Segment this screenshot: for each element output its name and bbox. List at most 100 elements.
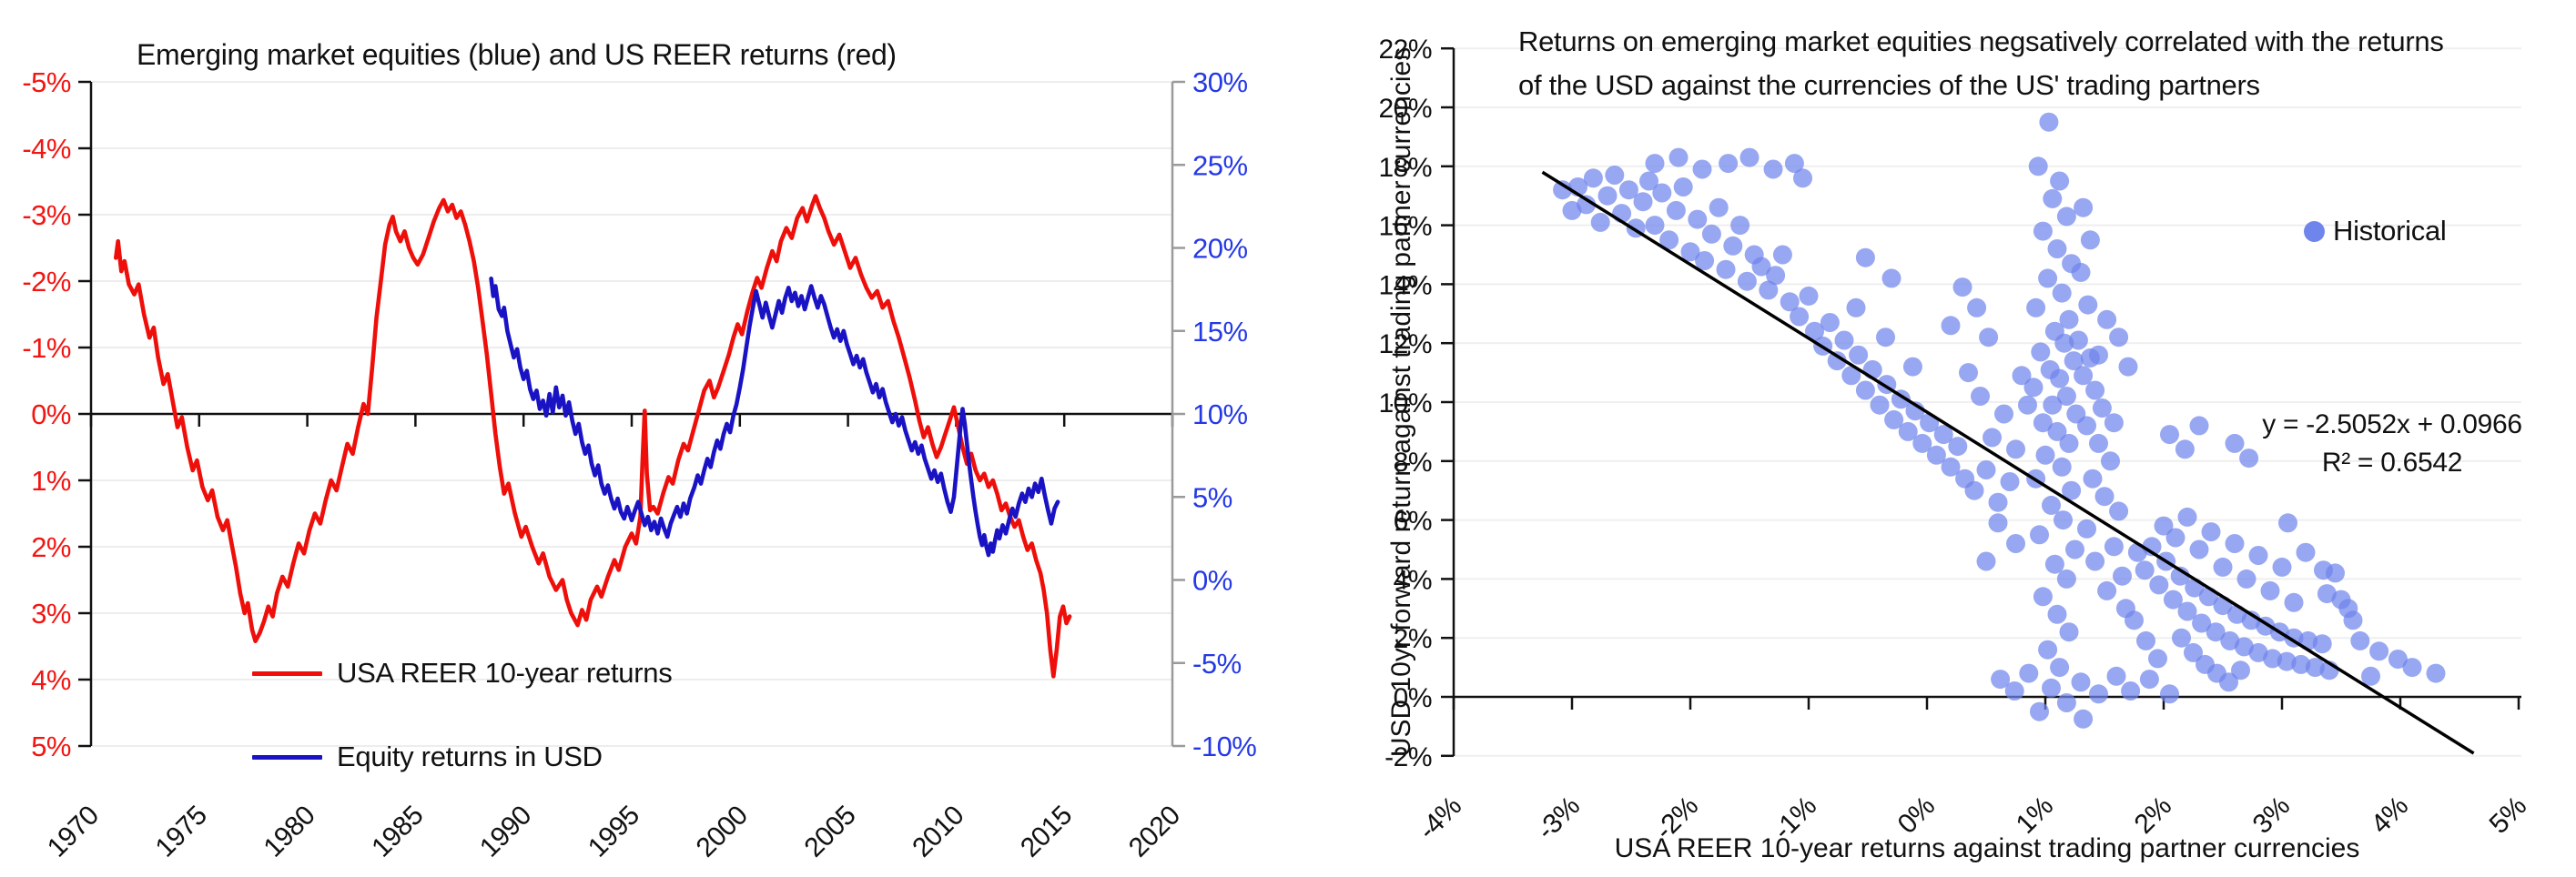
left-y-tick-label: 0%	[31, 398, 71, 430]
scatter-point	[2080, 230, 2100, 250]
x-tick-label: 1990	[474, 801, 537, 863]
scatter-y-tick-label: 10%	[1378, 388, 1432, 418]
scatter-point	[2047, 239, 2067, 258]
x-tick-label: 1995	[583, 801, 645, 863]
left-y-tick-label: 1%	[31, 465, 71, 497]
scatter-point	[2056, 569, 2076, 589]
scatter-point	[1701, 224, 1721, 244]
scatter-point	[1979, 328, 1999, 348]
scatter-point	[1737, 271, 1757, 291]
scatter-point	[2089, 345, 2108, 365]
scatter-point	[2039, 112, 2059, 132]
left-y-tick-label: -3%	[22, 199, 71, 231]
scatter-point	[1926, 445, 1946, 465]
scatter-point	[1855, 247, 1875, 267]
scatter-point	[2043, 395, 2063, 415]
scatter-point	[1988, 513, 2008, 533]
scatter-point	[1870, 395, 1890, 415]
left-y-tick-label: -2%	[22, 266, 71, 297]
scatter-point	[2059, 622, 2079, 642]
scatter-x-tick-label: 2%	[2129, 791, 2177, 840]
scatter-point	[2038, 640, 2058, 660]
scatter-chart-plot: 22% 20% 18% 16% 14% 12% 10% 8% 6% 4% 2% 0% -2% -4% -3%…	[1378, 35, 2532, 863]
scatter-point	[2305, 658, 2325, 678]
x-tick-label: 2015	[1015, 801, 1078, 863]
scatter-point	[2026, 297, 2046, 318]
scatter-point	[2054, 510, 2073, 530]
scatter-y-tick-label: 20%	[1378, 94, 1432, 124]
scatter-point	[1952, 277, 1973, 297]
scatter-point	[2121, 681, 2141, 701]
scatter-point	[1827, 351, 1847, 371]
scatter-point	[2077, 519, 2096, 539]
scatter-point	[1639, 171, 1658, 191]
scatter-y-tick-label: 8%	[1394, 448, 1432, 478]
scatter-point	[1912, 433, 1932, 453]
scatter-point	[2052, 283, 2072, 303]
scatter-point	[1933, 425, 1953, 445]
scatter-point	[2019, 663, 2039, 683]
scatter-point	[1597, 186, 1618, 206]
scatter-point	[2085, 380, 2105, 400]
scatter-point	[2000, 472, 2020, 491]
right-y-tick-label: 15%	[1192, 316, 1248, 348]
scatter-point	[2050, 171, 2070, 191]
scatter-point	[1988, 492, 2008, 512]
scatter-point	[2078, 295, 2098, 315]
legend-label-equity: Equity returns in USD	[337, 741, 603, 772]
scatter-point	[1820, 313, 1840, 332]
scatter-point	[2006, 439, 2025, 459]
left-y-tick-label: 4%	[31, 664, 71, 696]
scatter-point	[1849, 345, 1869, 365]
scatter-point	[2118, 357, 2138, 377]
scatter-point	[2104, 413, 2124, 433]
x-tick-label: 1975	[150, 801, 213, 863]
scatter-point	[2056, 207, 2076, 227]
scatter-point	[1692, 159, 1712, 179]
scatter-point	[2225, 534, 2245, 553]
scatter-y-tick-label: 4%	[1394, 565, 1432, 595]
scatter-point	[1590, 212, 1610, 232]
scatter-point	[2206, 622, 2226, 642]
line-chart-legend: USA REER 10-year returns Equity returns …	[252, 657, 673, 773]
scatter-point	[2312, 634, 2332, 654]
scatter-point	[1763, 159, 1783, 179]
scatter-point	[2043, 188, 2063, 208]
right-y-tick-label: 30%	[1192, 66, 1248, 98]
right-y-tick-label: 10%	[1192, 398, 1248, 430]
left-y-tick-label: -1%	[22, 332, 71, 364]
scatter-point	[2236, 569, 2257, 589]
scatter-point	[1577, 195, 1597, 215]
scatter-point	[1971, 387, 1990, 406]
scatter-point	[2074, 197, 2094, 217]
scatter-y-tick-label: 16%	[1378, 212, 1432, 242]
scatter-point	[2177, 507, 2197, 527]
scatter-point	[2177, 601, 2197, 621]
scatter-point	[1790, 307, 1810, 327]
x-tick-label: 1970	[42, 801, 105, 863]
scatter-y-tick-label: -2%	[1384, 742, 1432, 772]
scatter-x-tick-label: 5%	[2484, 791, 2532, 840]
right-y-tick-label: 0%	[1192, 565, 1232, 597]
scatter-point	[1805, 321, 1824, 341]
scatter-point	[2092, 398, 2112, 418]
scatter-y-tick-label: 18%	[1378, 153, 1432, 183]
scatter-point	[1884, 409, 1904, 429]
scatter-point	[1994, 404, 2013, 424]
scatter-point	[1553, 180, 1573, 200]
scatter-point	[2006, 534, 2025, 553]
scatter-title-line1: Returns on emerging market equities negs…	[1518, 25, 2444, 57]
scatter-point	[2201, 522, 2221, 542]
scatter-chart-title: Returns on emerging market equities negs…	[1518, 20, 2444, 107]
scatter-point	[2097, 309, 2117, 329]
scatter-point	[2291, 654, 2311, 674]
scatter-title-line2: of the USD against the currencies of the…	[1518, 69, 2260, 101]
scatter-point	[1991, 670, 2011, 690]
scatter-point	[2148, 649, 2167, 669]
scatter-point	[1799, 286, 1819, 306]
scatter-point	[1645, 216, 1665, 236]
right-y-tick-label: -10%	[1192, 731, 1256, 762]
scatter-point	[1680, 242, 1700, 262]
trend-line	[1541, 170, 2475, 755]
scatter-point	[2213, 557, 2233, 577]
